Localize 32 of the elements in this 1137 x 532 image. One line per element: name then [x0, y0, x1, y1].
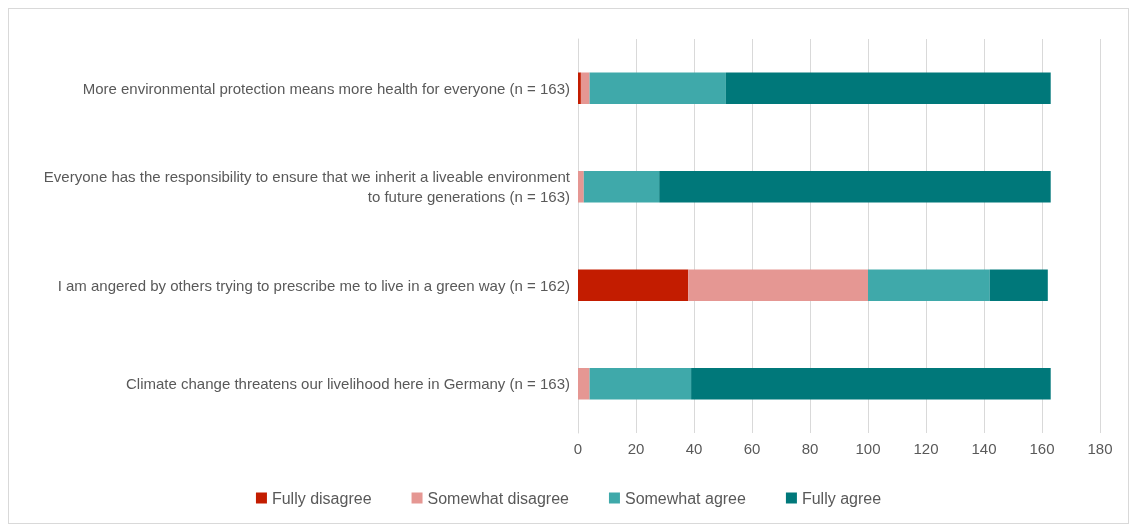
x-tick-label: 60: [743, 440, 761, 457]
bar: [589, 367, 692, 400]
bar: [583, 170, 660, 203]
bar: [578, 170, 584, 203]
y-tick-label: Climate change threatens our livelihood here in Germany (n = 163): [126, 375, 570, 393]
legend-label: Fully disagree: [271, 489, 372, 507]
bar: [659, 170, 1051, 203]
legend-label: Somewhat agree: [624, 489, 747, 507]
y-tick-label: More environmental protection means more health for everyone (n = 163): [82, 79, 570, 97]
bar: [725, 72, 1051, 105]
x-tick-label: 140: [971, 440, 997, 457]
bar: [691, 367, 1051, 400]
y-tick-label: Everyone has the responsibility to ensure that we inherit a liveable environment to future generations (n = 163): [43, 168, 571, 206]
legend-label: Fully agree: [801, 489, 882, 507]
bar: [589, 72, 726, 105]
x-tick-label: 160: [1029, 440, 1055, 457]
x-tick-label: 80: [801, 440, 819, 457]
bar: [578, 269, 689, 302]
bar: [868, 269, 990, 302]
bar: [578, 367, 590, 400]
legend-label: Somewhat disagree: [427, 489, 570, 507]
bar: [580, 72, 590, 105]
bar: [578, 72, 581, 105]
bar: [989, 269, 1048, 302]
y-tick-label: I am angered by others trying to prescribe me to live in a green way (n = 162): [57, 276, 570, 294]
bar: [688, 269, 868, 302]
x-tick-label: 0: [573, 440, 583, 457]
x-tick-label: 40: [685, 440, 703, 457]
x-tick-label: 20: [627, 440, 645, 457]
x-tick-label: 180: [1087, 440, 1113, 457]
x-tick-label: 100: [855, 440, 881, 457]
x-tick-label: 120: [913, 440, 939, 457]
